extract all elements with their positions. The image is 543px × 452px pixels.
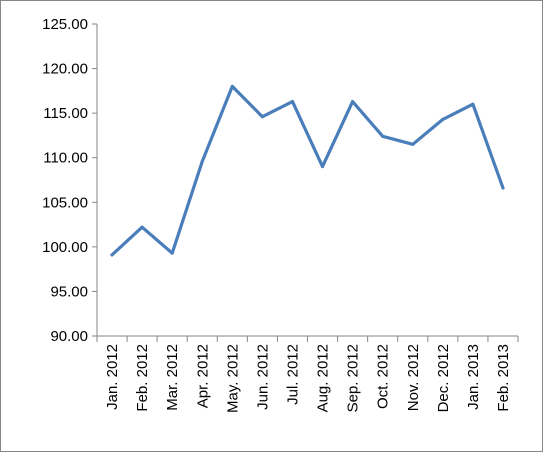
x-axis-tick-label: Jul. 2012 [284, 344, 301, 405]
series-line [110, 84, 505, 257]
data-point [441, 117, 445, 121]
data-point [411, 142, 415, 146]
data-point [200, 159, 204, 163]
x-axis-tick-label: May. 2012 [224, 344, 241, 413]
data-point [471, 102, 475, 106]
data-point [140, 225, 144, 229]
data-point [290, 100, 294, 104]
y-axis-tick-label: 115.00 [43, 105, 88, 122]
data-point [260, 115, 264, 119]
data-point [381, 134, 385, 138]
y-axis-tick-label: 90.00 [50, 328, 88, 345]
x-axis-tick-label: Nov. 2012 [405, 344, 422, 411]
x-axis-tick-label: Feb. 2013 [495, 344, 512, 412]
x-axis-tick-label: Mar. 2012 [164, 344, 181, 411]
data-point [501, 186, 505, 190]
x-axis-tick-labels: Jan. 2012 Feb. 2012 Mar. 2012 Apr. 2012 May.… [104, 344, 512, 413]
x-axis-tick-label: Aug. 2012 [315, 344, 332, 412]
data-point [230, 84, 234, 88]
y-axis-tick-label: 100.00 [42, 239, 88, 256]
x-axis-tick-label: Feb. 2012 [134, 344, 151, 412]
y-axis-tick-label: 110.00 [43, 150, 88, 167]
chart-axes [92, 23, 519, 342]
x-axis-tick-label: Jan. 2013 [465, 344, 482, 410]
x-axis-tick-label: Oct. 2012 [375, 344, 392, 409]
x-axis-tick-label: Jan. 2012 [104, 344, 121, 410]
x-axis-tick-label: Dec. 2012 [435, 344, 452, 412]
x-axis-tick-label: Apr. 2012 [194, 344, 211, 408]
y-axis-tick-label: 120.00 [42, 61, 88, 78]
data-point [110, 253, 114, 257]
data-point [170, 251, 174, 255]
y-axis-tick-label: 105.00 [42, 194, 88, 211]
y-axis-tick-label: 95.00 [50, 283, 88, 300]
y-axis-tick-labels: 90.00 95.00 100.00 105.00 110.00 115.00 120.00… [42, 16, 88, 345]
chart-series [110, 84, 505, 257]
x-axis-tick-label: Jun. 2012 [254, 344, 271, 410]
data-point [321, 165, 325, 169]
x-axis-tick-label: Sep. 2012 [345, 344, 362, 412]
data-point [351, 100, 355, 104]
y-axis-tick-label: 125.00 [42, 16, 88, 33]
